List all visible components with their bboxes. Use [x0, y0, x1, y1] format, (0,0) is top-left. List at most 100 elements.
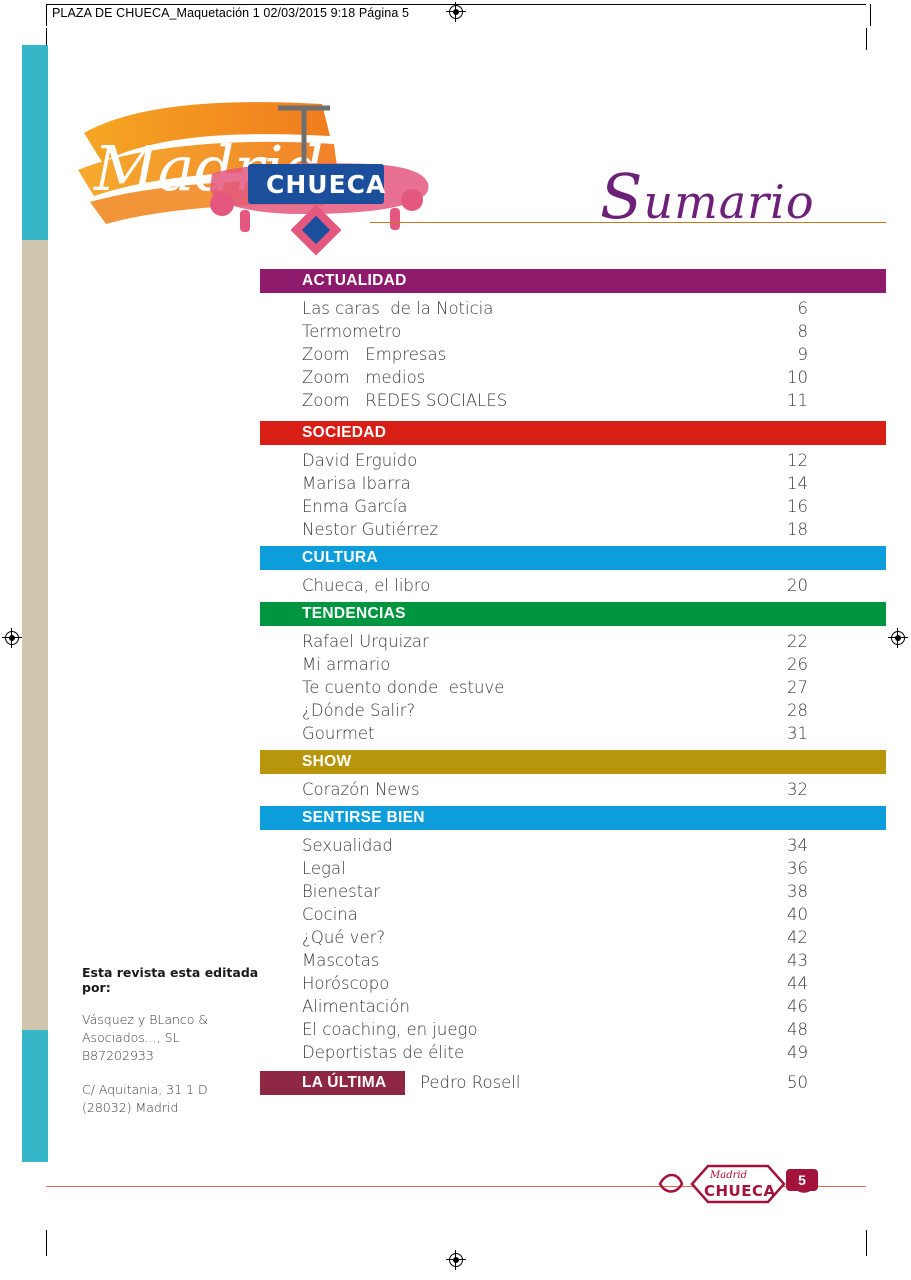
toc-section-header: SENTIRSE BIEN — [260, 806, 886, 830]
toc-section-header: ACTUALIDAD — [260, 269, 886, 293]
toc-entry-page: 50 — [787, 1073, 808, 1092]
toc-entry-page: 43 — [787, 951, 808, 970]
crop-tick-br — [866, 1230, 867, 1256]
toc-entry-label: Gourmet — [302, 724, 375, 743]
footer-logo-script-text: Madrid — [709, 1170, 747, 1181]
toc-entry-label: David Erguido — [302, 451, 418, 470]
toc-entry-page: 42 — [787, 928, 808, 947]
toc-entry-page: 20 — [787, 576, 808, 595]
toc-entry-page: 6 — [797, 299, 809, 318]
toc-entry-page: 28 — [787, 701, 808, 720]
footer-logo: Madrid CHUECA — [650, 1160, 825, 1208]
toc-entry[interactable]: Corazón News 32 — [302, 778, 886, 801]
title-rule — [370, 222, 886, 223]
toc-entry-page: 31 — [787, 724, 808, 743]
toc-entry[interactable]: Horóscopo 44 — [302, 972, 886, 995]
left-strip-sand — [22, 240, 48, 1030]
toc-entry[interactable]: Rafael Urquizar 22 — [302, 630, 886, 653]
toc-entry[interactable]: Deportistas de élite 49 — [302, 1041, 886, 1064]
registration-mark-top — [446, 2, 466, 22]
colophon-line: C/ Aquitania, 31 1 D — [82, 1082, 208, 1097]
toc-entry-label: Las caras de la Noticia — [302, 299, 494, 318]
toc-entry-page: 36 — [787, 859, 808, 878]
toc-section-entries: David Erguido 12 Marisa Ibarra 14 Enma Garcí… — [260, 445, 886, 541]
registration-mark-right — [888, 628, 908, 648]
toc-entry-label: Legal — [302, 859, 346, 878]
toc-entry-page: 27 — [787, 678, 808, 697]
toc-entry[interactable]: Zoom medios 10 — [302, 366, 886, 389]
toc-entry-page: 48 — [787, 1020, 808, 1039]
crop-tick-tr — [866, 28, 867, 50]
toc-last-section[interactable]: LA ÚLTIMA Pedro Rosell 50 — [260, 1071, 886, 1097]
toc-entry[interactable]: Marisa Ibarra 14 — [302, 472, 886, 495]
footer-logo-plate-text: CHUECA — [704, 1182, 776, 1200]
crop-tick-bl — [46, 1230, 47, 1256]
crop-header-frame — [46, 4, 866, 26]
toc-entry-label: Termometro — [302, 322, 402, 341]
masthead-plate-text: CHUECA — [266, 170, 386, 199]
toc-entry[interactable]: El coaching, en juego 48 — [302, 1018, 886, 1041]
toc-entry-label: Te cuento donde estuve — [302, 678, 505, 697]
toc-entry[interactable]: Zoom REDES SOCIALES 11 — [302, 389, 886, 412]
toc-entry-label: Deportistas de élite — [302, 1043, 465, 1062]
toc-entry-page: 14 — [787, 474, 808, 493]
toc-section-header: SHOW — [260, 750, 886, 774]
toc-entry-label: Alimentación — [302, 997, 410, 1016]
toc-entry[interactable]: Alimentación 46 — [302, 995, 886, 1018]
toc-entry-label: Nestor Gutiérrez — [302, 520, 439, 539]
toc-entry-page: 16 — [787, 497, 808, 516]
toc-entry-page: 26 — [787, 655, 808, 674]
toc-entry-label: Rafael Urquizar — [302, 632, 429, 651]
toc-entry-label: ¿Dónde Salir? — [302, 701, 416, 720]
toc-entry-page: 8 — [797, 322, 809, 341]
colophon-line: (28032) Madrid — [82, 1100, 179, 1115]
toc-entry-label: Zoom Empresas — [302, 345, 447, 364]
toc-entry[interactable]: Chueca, el libro 20 — [302, 574, 886, 597]
toc-entry-page: 11 — [787, 391, 808, 410]
left-strip-teal-bottom — [22, 1030, 48, 1162]
toc-section-header: CULTURA — [260, 546, 886, 570]
toc-entry[interactable]: David Erguido 12 — [302, 449, 886, 472]
toc-entry-label: Chueca, el libro — [302, 576, 431, 595]
toc-entry[interactable]: Cocina 40 — [302, 903, 886, 926]
crop-header-text: PLAZA DE CHUECA_Maquetación 1 02/03/2015… — [52, 6, 410, 20]
toc-section-header: LA ÚLTIMA — [260, 1071, 405, 1095]
toc-entry-label: Marisa Ibarra — [302, 474, 411, 493]
toc-section-header: SOCIEDAD — [260, 421, 886, 445]
page-title-initial: S — [600, 160, 644, 233]
toc-entry-page: 12 — [787, 451, 808, 470]
toc-entry[interactable]: Mascotas 43 — [302, 949, 886, 972]
toc-entry[interactable]: Mi armario 26 — [302, 653, 886, 676]
toc-entry[interactable]: Sexualidad 34 — [302, 834, 886, 857]
toc-entry-page: 18 — [787, 520, 808, 539]
toc-entry-page: 34 — [787, 836, 808, 855]
masthead-logo: Madrid CHUECA — [72, 78, 452, 258]
toc-entry[interactable]: Bienestar 38 — [302, 880, 886, 903]
toc-entry-label: Zoom medios — [302, 368, 426, 387]
toc-section-header: TENDENCIAS — [260, 602, 886, 626]
toc-entry[interactable]: Nestor Gutiérrez 18 — [302, 518, 886, 541]
crop-tick-tl — [46, 28, 47, 50]
toc-entry[interactable]: Termometro 8 — [302, 320, 886, 343]
toc-spacer — [260, 1064, 886, 1069]
toc-entry[interactable]: Zoom Empresas 9 — [302, 343, 886, 366]
page-title-rest: umario — [643, 175, 815, 229]
colophon-line: Vásquez y BLanco & — [82, 1012, 209, 1027]
toc-entry[interactable]: ¿Dónde Salir? 28 — [302, 699, 886, 722]
toc-entry[interactable]: Te cuento donde estuve 27 — [302, 676, 886, 699]
crop-tick-top-right-edge — [870, 4, 871, 26]
toc-entry[interactable]: Gourmet 31 — [302, 722, 886, 745]
toc-entry[interactable]: Legal 36 — [302, 857, 886, 880]
toc-entry-label: El coaching, en juego — [302, 1020, 478, 1039]
toc-entry-page: 32 — [787, 780, 808, 799]
toc-entry-page: 46 — [787, 997, 808, 1016]
left-strip-teal-top — [22, 45, 48, 240]
toc-entry[interactable]: Las caras de la Noticia 6 — [302, 297, 886, 320]
footer-rule — [46, 1186, 866, 1187]
colophon-line: B87202933 — [82, 1048, 154, 1063]
colophon: Esta revista esta editada por: Vásquez y… — [82, 965, 272, 1117]
toc-entry-label: Zoom REDES SOCIALES — [302, 391, 508, 410]
toc-entry-label: Mascotas — [302, 951, 380, 970]
toc-entry[interactable]: Enma García 16 — [302, 495, 886, 518]
toc-entry[interactable]: ¿Qué ver? 42 — [302, 926, 886, 949]
